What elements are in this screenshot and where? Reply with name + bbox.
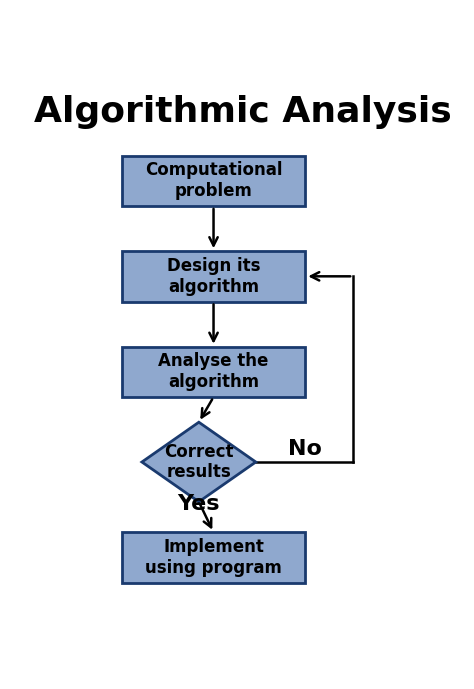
FancyBboxPatch shape	[122, 347, 305, 397]
Text: Algorithmic Analysis: Algorithmic Analysis	[34, 95, 452, 129]
Polygon shape	[142, 422, 256, 502]
Text: Yes: Yes	[178, 495, 220, 515]
Text: No: No	[289, 439, 322, 459]
Text: Implement
using program: Implement using program	[145, 538, 282, 577]
Text: Computational
problem: Computational problem	[145, 161, 283, 200]
FancyBboxPatch shape	[122, 251, 305, 302]
Text: Correct
results: Correct results	[164, 442, 234, 482]
Text: Analyse the
algorithm: Analyse the algorithm	[158, 352, 269, 391]
FancyBboxPatch shape	[122, 156, 305, 206]
FancyBboxPatch shape	[122, 533, 305, 583]
Text: Design its
algorithm: Design its algorithm	[167, 257, 260, 296]
